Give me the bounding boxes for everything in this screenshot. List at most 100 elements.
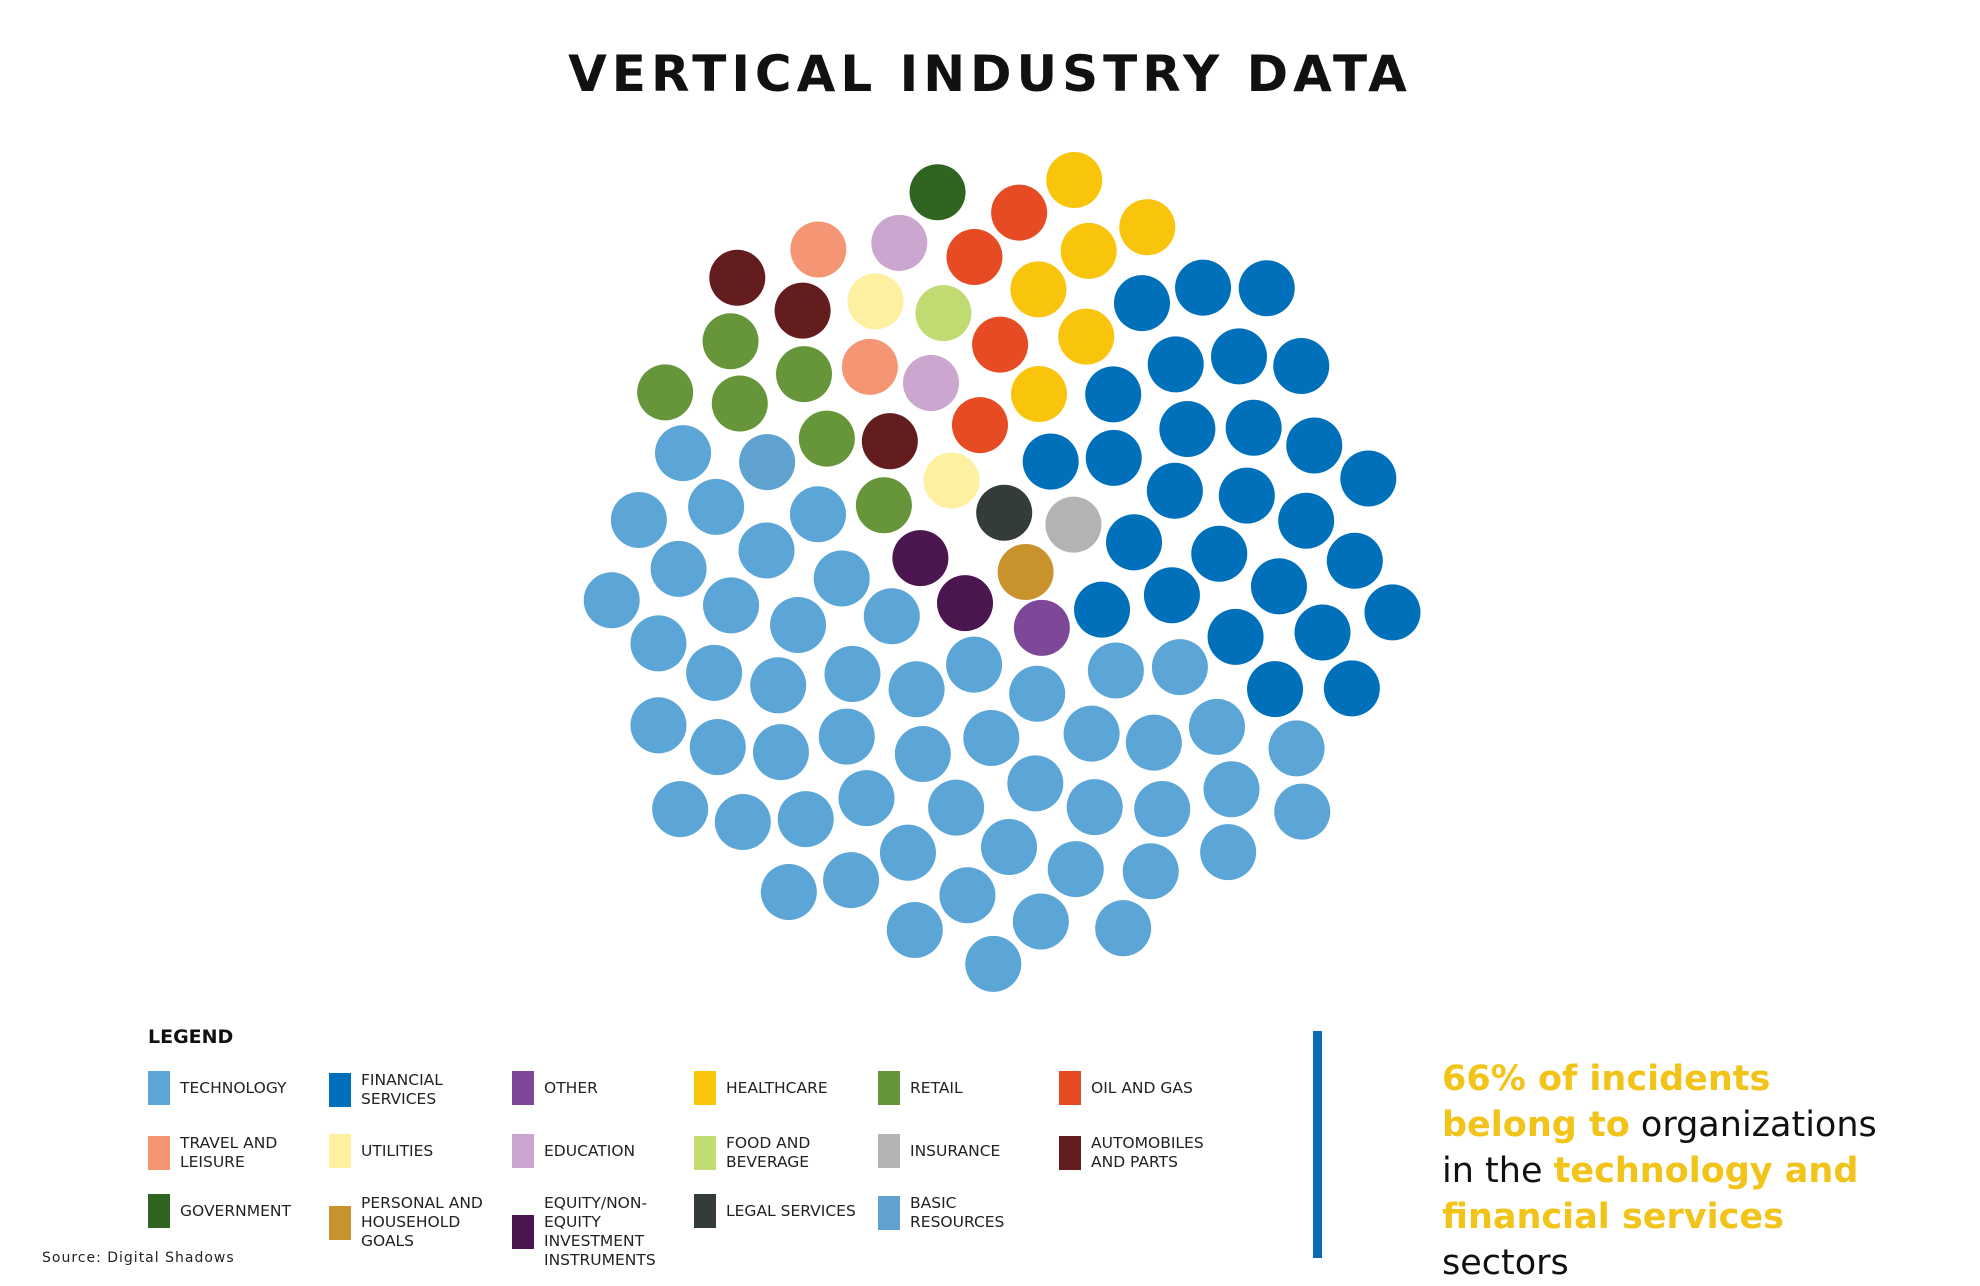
- dot: [752, 724, 809, 781]
- dot: [1151, 639, 1208, 696]
- dot: [655, 425, 712, 482]
- legend-swatch: [1059, 1071, 1081, 1105]
- dot: [790, 221, 847, 278]
- legend-label: TECHNOLOGY: [180, 1078, 287, 1097]
- dot: [928, 779, 985, 836]
- dot: [760, 863, 817, 920]
- legend-label: TRAVEL AND LEISURE: [180, 1134, 278, 1171]
- dot: [909, 164, 966, 221]
- dot: [1274, 783, 1331, 840]
- dot: [630, 615, 687, 672]
- legend-item: OIL AND GAS: [1059, 1071, 1231, 1105]
- dot: [652, 781, 709, 838]
- dot: [1058, 308, 1115, 365]
- dot: [879, 824, 936, 881]
- dot-chart: [583, 152, 1421, 992]
- dot: [798, 410, 855, 467]
- legend-label: EQUITY/NON-EQUITY INVESTMENT INSTRUMENTS: [544, 1194, 656, 1269]
- dot: [871, 214, 928, 271]
- dot: [818, 708, 875, 765]
- dot: [894, 726, 951, 783]
- dot: [1060, 222, 1117, 279]
- legend-item: INSURANCE: [878, 1134, 1050, 1168]
- dot: [1013, 599, 1070, 656]
- dot: [1106, 514, 1163, 571]
- dot: [709, 249, 766, 306]
- dot: [774, 282, 831, 339]
- dot: [1278, 492, 1335, 549]
- dot: [1225, 399, 1282, 456]
- dot: [1047, 841, 1104, 898]
- legend-label: PERSONAL AND HOUSEHOLD GOALS: [361, 1194, 483, 1250]
- legend-item: UTILITIES: [329, 1134, 501, 1168]
- dot: [1012, 893, 1069, 950]
- dot: [650, 540, 707, 597]
- legend-swatch: [878, 1196, 900, 1230]
- dot: [1143, 567, 1200, 624]
- dot: [892, 530, 949, 587]
- dot: [847, 273, 904, 330]
- dot: [1134, 781, 1191, 838]
- dot: [686, 644, 743, 701]
- chart-title: VERTICAL INDUSTRY DATA: [568, 45, 1412, 103]
- legend-swatch: [329, 1134, 351, 1168]
- dot: [1250, 558, 1307, 615]
- dot: [1074, 581, 1131, 638]
- dot: [951, 397, 1008, 454]
- dot: [1087, 642, 1144, 699]
- legend-item: EDUCATION: [512, 1134, 684, 1168]
- dot: [939, 867, 996, 924]
- dot: [1200, 824, 1257, 881]
- dot: [946, 636, 1003, 693]
- dot: [630, 697, 687, 754]
- callout-text: technology and financial services: [1442, 1151, 1859, 1237]
- legend-swatch: [148, 1071, 170, 1105]
- dot: [1146, 462, 1203, 519]
- dot: [777, 791, 834, 848]
- dot: [1095, 900, 1152, 957]
- legend-label: AUTOMOBILES AND PARTS: [1091, 1134, 1204, 1171]
- dot: [1207, 608, 1264, 665]
- legend-label: GOVERNMENT: [180, 1201, 291, 1220]
- dot: [776, 346, 833, 403]
- callout-text: organizations in the: [1442, 1105, 1877, 1191]
- source: Source: Digital Shadows: [42, 1250, 235, 1266]
- legend-item: TECHNOLOGY: [148, 1071, 320, 1105]
- legend-swatch: [329, 1205, 351, 1240]
- dot: [972, 316, 1029, 373]
- legend-item: RETAIL: [878, 1071, 1050, 1105]
- dot: [1085, 429, 1142, 486]
- dot: [1340, 450, 1397, 507]
- dot: [1286, 417, 1343, 474]
- dot: [1125, 714, 1182, 771]
- dot: [1218, 467, 1275, 524]
- dot: [976, 484, 1033, 541]
- dot: [1210, 328, 1268, 385]
- legend-item: BASIC RESOURCES: [878, 1194, 1050, 1232]
- dot: [861, 413, 918, 470]
- dot: [1191, 525, 1248, 582]
- dot: [750, 657, 807, 714]
- dot: [1268, 720, 1325, 777]
- dot: [1066, 779, 1123, 836]
- dot: [610, 491, 667, 548]
- dot: [946, 228, 1003, 286]
- dot: [1273, 338, 1330, 395]
- legend-label: OTHER: [544, 1078, 598, 1097]
- legend-label: FINANCIAL SERVICES: [361, 1071, 443, 1108]
- legend-swatch: [878, 1071, 900, 1105]
- dot: [1203, 761, 1260, 818]
- dot: [789, 486, 846, 543]
- dot: [689, 719, 746, 776]
- dot: [902, 354, 960, 411]
- dot: [991, 184, 1048, 241]
- legend-swatch: [148, 1194, 170, 1228]
- dot: [1010, 261, 1067, 318]
- dot: [863, 588, 920, 645]
- legend-label: RETAIL: [910, 1078, 963, 1097]
- legend-item: OTHER: [512, 1071, 684, 1105]
- legend-title: LEGEND: [148, 1026, 234, 1048]
- legend-item: HEALTHCARE: [694, 1071, 866, 1105]
- callout: 66% of incidents belong to organizations…: [1442, 1056, 1892, 1286]
- callout-text: 66% of incidents belong to: [1442, 1059, 1771, 1145]
